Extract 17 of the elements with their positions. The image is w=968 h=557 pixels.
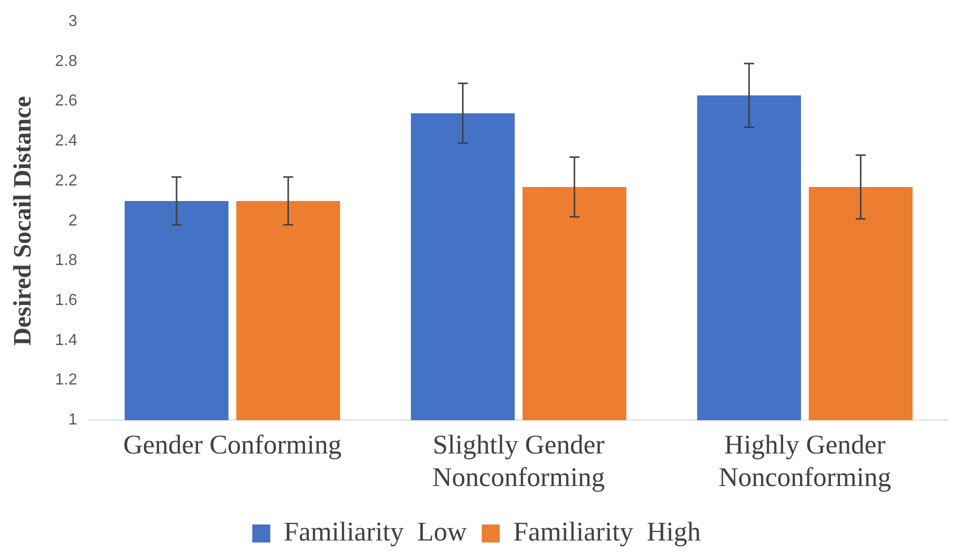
y-tick-label: 1.8	[54, 252, 78, 270]
y-tick-label: 2.8	[54, 52, 78, 70]
y-tick-label: 1.4	[54, 332, 78, 349]
x-tick-label: Slightly Gender Nonconforming	[432, 429, 605, 492]
y-tick-label: 3	[68, 13, 78, 30]
y-tick-label: 2.4	[54, 132, 78, 150]
x-tick-label: Gender Conforming	[123, 429, 342, 460]
legend-label: Familiarity Low	[284, 516, 468, 547]
y-tick-label: 2.2	[54, 172, 78, 190]
y-tick-label: 1.6	[54, 292, 78, 310]
y-tick-label: 1.2	[54, 372, 78, 389]
y-tick-label: 2	[68, 212, 78, 230]
y-axis-title: Desired Socail Distance	[9, 96, 36, 346]
legend-label: Familiarity High	[513, 516, 702, 547]
y-tick-label: 1	[68, 412, 78, 429]
y-tick-label: 2.6	[54, 92, 78, 110]
x-tick-label: Highly Gender Nonconforming	[718, 429, 892, 492]
